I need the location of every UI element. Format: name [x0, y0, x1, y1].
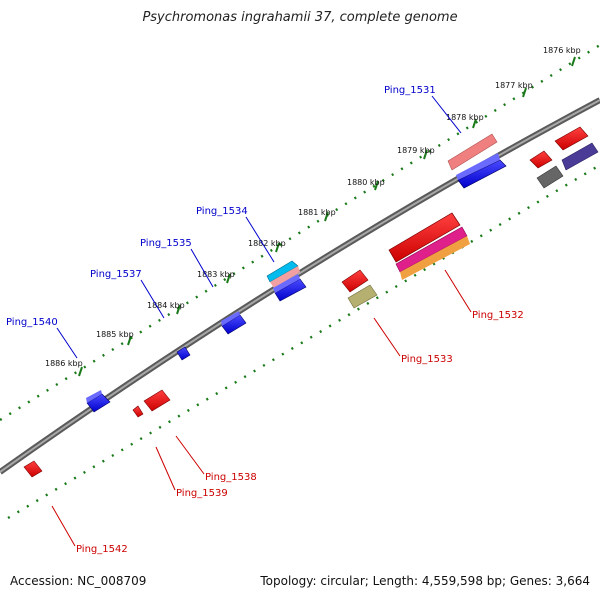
gene-label-reverse[interactable]: Ping_1533: [401, 354, 453, 365]
kbp-label: 1880 kbp: [347, 178, 385, 187]
gene-feature[interactable]: [536, 165, 564, 189]
genome-backbone-highlight: [0, 99, 600, 473]
gene-labels: Ping_1531 Ping_1534 Ping_1535 Ping_1537 …: [6, 85, 524, 555]
gene-label-forward[interactable]: Ping_1534: [196, 206, 248, 217]
gene-label-reverse[interactable]: Ping_1539: [176, 488, 228, 499]
kbp-label: 1876 kbp: [543, 46, 581, 55]
kbp-labels: 1876 kbp 1877 kbp 1878 kbp 1879 kbp 1880…: [45, 46, 581, 368]
gene-feature[interactable]: [143, 389, 171, 412]
kbp-label: 1881 kbp: [298, 208, 336, 217]
kbp-label: 1886 kbp: [45, 359, 83, 368]
gene-feature[interactable]: [86, 390, 111, 413]
kbp-label: 1885 kbp: [96, 330, 134, 339]
gene-feature[interactable]: [176, 346, 191, 361]
gene-feature[interactable]: [341, 269, 369, 293]
reverse-genes: [23, 126, 599, 478]
map-title: Psychromonas ingrahamii 37, complete gen…: [142, 10, 458, 25]
gene-feature[interactable]: [388, 212, 461, 263]
gene-label-forward[interactable]: Ping_1531: [384, 85, 436, 96]
gene-label-reverse[interactable]: Ping_1538: [205, 472, 257, 483]
gene-feature[interactable]: [273, 274, 307, 302]
gene-feature[interactable]: [447, 133, 498, 171]
kbp-label: 1878 kbp: [446, 113, 484, 122]
kbp-label: 1882 kbp: [248, 239, 286, 248]
gene-feature[interactable]: [456, 153, 507, 189]
gene-feature[interactable]: [266, 260, 300, 288]
gene-label-forward[interactable]: Ping_1535: [140, 238, 192, 249]
kbp-label: 1883 kbp: [197, 270, 235, 279]
gene-feature[interactable]: [347, 284, 378, 309]
reverse-leader-lines: [51, 269, 472, 547]
kbp-label: 1879 kbp: [397, 146, 435, 155]
gene-feature[interactable]: [221, 311, 247, 335]
forward-major-ticks: [78, 56, 576, 377]
forward-leader-lines: [56, 95, 462, 359]
gene-label-forward[interactable]: Ping_1537: [90, 269, 142, 280]
kbp-label: 1877 kbp: [495, 81, 533, 90]
forward-tick-row: [0, 43, 600, 422]
genome-summary-text: Topology: circular; Length: 4,559,598 bp…: [260, 574, 590, 588]
gene-feature[interactable]: [23, 460, 43, 478]
reverse-tick-row: [7, 163, 600, 520]
gene-label-reverse[interactable]: Ping_1532: [472, 310, 524, 321]
gene-feature[interactable]: [554, 126, 589, 151]
gene-label-reverse[interactable]: Ping_1542: [76, 544, 128, 555]
accession-text: Accession: NC_008709: [10, 574, 147, 588]
forward-genes: [86, 133, 507, 413]
gene-feature[interactable]: [529, 150, 553, 169]
gene-label-forward[interactable]: Ping_1540: [6, 317, 58, 328]
gene-feature[interactable]: [395, 226, 470, 280]
gene-feature[interactable]: [561, 142, 599, 171]
gene-feature[interactable]: [132, 405, 144, 418]
kbp-label: 1884 kbp: [147, 301, 185, 310]
